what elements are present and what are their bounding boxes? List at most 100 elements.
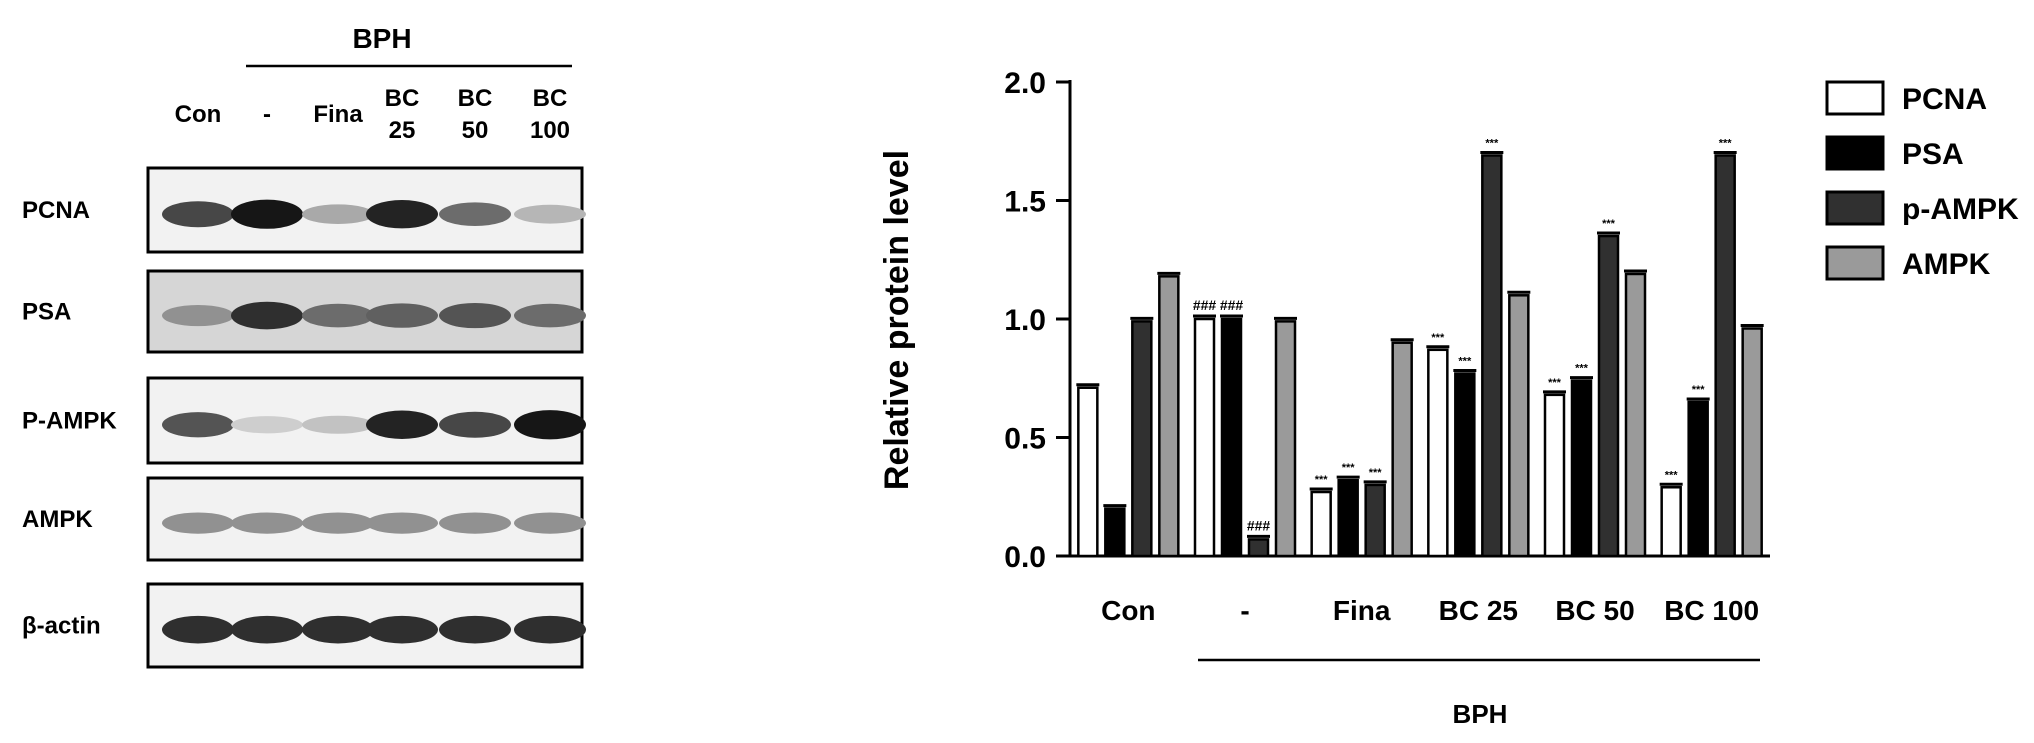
significance-mark: *** [1431, 332, 1445, 344]
blot-band [514, 512, 586, 534]
x-category-label: - [1240, 595, 1249, 626]
blot-band [366, 410, 438, 439]
bar-ampk [1508, 294, 1530, 558]
bars [1076, 150, 1764, 558]
blot-lane-label: - [263, 101, 271, 128]
significance-mark: ### [1193, 297, 1217, 313]
significance-annotations: ### *** *** *** *** ### *** *** *** *** ### *** *** *… [1193, 137, 1732, 533]
y-tick-label: 0.5 [1004, 423, 1046, 456]
bar-chart: Relative protein level 0.0 0.5 1.0 1.5 2.0 #… [878, 67, 2019, 729]
blot-band [231, 416, 303, 434]
bar-ampk [1624, 272, 1647, 558]
blot-row: P-AMPK [22, 376, 586, 465]
x-axis-labels: Con - Fina BC 25 BC 50 BC 100 [1101, 595, 1759, 626]
legend-label: p-AMPK [1902, 193, 2019, 226]
blot-band [439, 302, 511, 329]
bar-ampk [1391, 341, 1413, 558]
bar-pcna [1310, 490, 1332, 558]
significance-mark: ### [1247, 517, 1271, 533]
blot-band [162, 412, 234, 438]
bar-psa [1687, 400, 1709, 558]
bar-psa [1104, 507, 1126, 558]
significance-mark: *** [1719, 137, 1733, 149]
blot-band [162, 304, 234, 327]
blot-row: β-actin [22, 582, 586, 669]
x-category-label: Con [1101, 595, 1155, 626]
legend-swatch [1825, 135, 1885, 171]
bar-p-ampk [1597, 234, 1620, 558]
bar-psa [1454, 372, 1476, 558]
legend-swatch [1825, 190, 1885, 226]
blot-lane-label: Fina [313, 101, 363, 128]
y-axis-label: Relative protein level [880, 150, 916, 490]
bar-psa [1220, 317, 1243, 558]
significance-mark: *** [1315, 474, 1329, 486]
y-tick-label: 0.0 [1004, 541, 1046, 574]
blot-row-label: PCNA [22, 197, 90, 224]
blot-band [302, 512, 374, 534]
chart-legend: PCNA PSA p-AMPK AMPK [1825, 80, 2019, 281]
blot-band [439, 512, 511, 534]
significance-mark: *** [1369, 467, 1383, 479]
western-blot-figure: BPH Con - Fina BC 25 BC 50 BC 100 PCNA PSA P-AMPK A… [22, 23, 586, 669]
blot-lane-label: BC [533, 85, 568, 112]
blot-band [162, 615, 234, 644]
y-axis: 0.0 0.5 1.0 1.5 2.0 [1004, 67, 1770, 574]
blot-row-label: PSA [22, 299, 71, 326]
blot-lane-label: BC [458, 85, 493, 112]
blot-band [302, 303, 374, 328]
bar-pcna [1427, 348, 1449, 558]
bar-chart-panel: Relative protein level 0.0 0.5 1.0 1.5 2.0 #… [878, 0, 2034, 738]
significance-mark: *** [1575, 363, 1589, 375]
blot-lane-labels: Con - Fina BC 25 BC 50 BC 100 [175, 85, 570, 144]
significance-mark: *** [1665, 469, 1679, 481]
x-category-label: BC 25 [1439, 595, 1518, 626]
blot-band [514, 615, 586, 644]
blot-row-label: β-actin [22, 613, 101, 640]
significance-mark: *** [1548, 377, 1562, 389]
legend-swatch [1825, 245, 1885, 281]
blot-row: PCNA [22, 166, 586, 254]
blot-group-label: BPH [352, 23, 411, 54]
blot-row: AMPK [22, 476, 586, 562]
blot-band [231, 615, 303, 644]
bar-ampk [1274, 320, 1297, 558]
legend-label: PCNA [1902, 83, 1987, 116]
blot-band [302, 415, 374, 434]
group-label: BPH [1453, 699, 1508, 729]
blot-band [231, 199, 303, 229]
blot-row: PSA [22, 269, 586, 354]
bar-psa [1337, 478, 1359, 558]
blot-row-label: AMPK [22, 506, 93, 533]
blot-row-label: P-AMPK [22, 408, 117, 435]
blot-band [439, 202, 511, 226]
bar-ampk [1741, 327, 1763, 558]
blot-band [366, 200, 438, 229]
blot-band [162, 201, 234, 228]
legend-label: PSA [1902, 138, 1964, 171]
y-tick-label: 2.0 [1004, 67, 1046, 100]
blot-lane-label: 50 [462, 117, 489, 144]
blot-band [231, 301, 303, 330]
significance-mark: ### [1220, 297, 1244, 313]
bar-p-ampk [1247, 538, 1270, 558]
blot-band [514, 303, 586, 328]
bar-p-ampk [1481, 154, 1503, 558]
bar-pcna [1543, 393, 1566, 558]
bar-ampk [1158, 275, 1180, 558]
x-category-label: BC 50 [1555, 595, 1634, 626]
blot-band [231, 512, 303, 534]
blot-band [366, 512, 438, 534]
bar-psa [1570, 379, 1593, 558]
bar-pcna [1660, 486, 1682, 558]
significance-mark: *** [1458, 356, 1472, 368]
blot-band [514, 410, 586, 440]
significance-mark: *** [1485, 137, 1499, 149]
blot-lane-label: BC [385, 85, 420, 112]
bar-p-ampk [1714, 154, 1736, 558]
blot-band [302, 615, 374, 644]
blot-band [366, 303, 438, 328]
blot-rows: PCNA PSA P-AMPK AMPK β-actin [22, 166, 586, 669]
blot-lane-label: Con [175, 101, 222, 128]
legend-label: AMPK [1902, 248, 1991, 281]
